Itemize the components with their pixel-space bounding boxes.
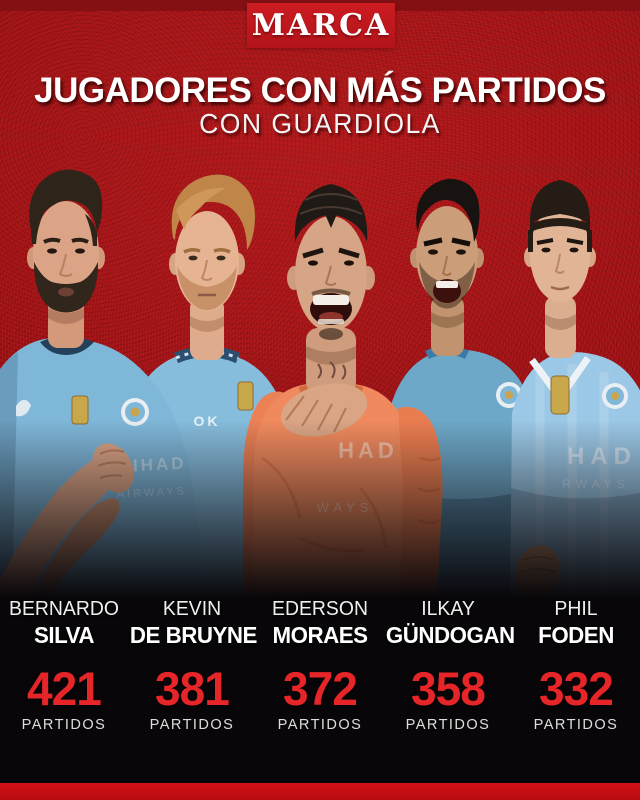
poster-title: JUGADORES CON MÁS PARTIDOS: [34, 71, 606, 110]
poster-subtitle: CON GUARDIOLA: [199, 108, 441, 139]
match-count: 332: [539, 662, 614, 715]
player-last-name: MORAES: [272, 622, 368, 648]
player-last-name: GÜNDOGAN: [385, 622, 515, 648]
player-name-kevin-de-bruyne: KEVIN DE BRUYNE: [128, 597, 258, 650]
player-name-ederson-moraes: EDERSON MORAES: [256, 597, 384, 650]
marca-logo-text: MARCA: [251, 8, 391, 43]
marca-logo: MARCA: [247, 3, 395, 48]
match-count: 358: [411, 662, 486, 715]
player-stats-row: 421 PARTIDOS 381 PARTIDOS 372 PARTIDOS 3…: [0, 665, 640, 733]
player-name-ilkay-gundogan: ILKAY GÜNDOGAN: [384, 597, 515, 650]
player-names-row: BERNARDO SILVA KEVIN DE BRUYNE EDERSON M…: [0, 597, 640, 650]
match-count-label: PARTIDOS: [277, 716, 363, 733]
player-name-bernardo-silva: BERNARDO SILVA: [0, 597, 128, 650]
match-count: 421: [27, 662, 102, 715]
player-last-name: FODEN: [538, 622, 614, 648]
stat-phil-foden: 332 PARTIDOS: [512, 665, 640, 733]
stat-kevin-de-bruyne: 381 PARTIDOS: [128, 665, 256, 733]
player-first-name: EDERSON: [272, 598, 368, 620]
player-first-name: PHIL: [554, 598, 598, 620]
match-count-label: PARTIDOS: [149, 716, 235, 733]
player-name-phil-foden: PHIL FODEN: [512, 597, 640, 650]
player-first-name: KEVIN: [162, 598, 222, 620]
stat-ilkay-gundogan: 358 PARTIDOS: [384, 665, 512, 733]
match-count-label: PARTIDOS: [405, 716, 491, 733]
match-count: 381: [155, 662, 230, 715]
player-first-name: ILKAY: [421, 598, 475, 620]
bottom-red-bar: [0, 783, 640, 800]
player-first-name: BERNARDO: [9, 598, 119, 620]
player-last-name: SILVA: [34, 622, 94, 648]
stat-bernardo-silva: 421 PARTIDOS: [0, 665, 128, 733]
player-last-name: DE BRUYNE: [129, 622, 258, 648]
bottom-black-panel: [0, 604, 640, 800]
match-count: 372: [283, 662, 358, 715]
match-count-label: PARTIDOS: [21, 716, 107, 733]
match-count-label: PARTIDOS: [533, 716, 619, 733]
photo-bottom-fade: [0, 420, 640, 606]
stat-ederson-moraes: 372 PARTIDOS: [256, 665, 384, 733]
